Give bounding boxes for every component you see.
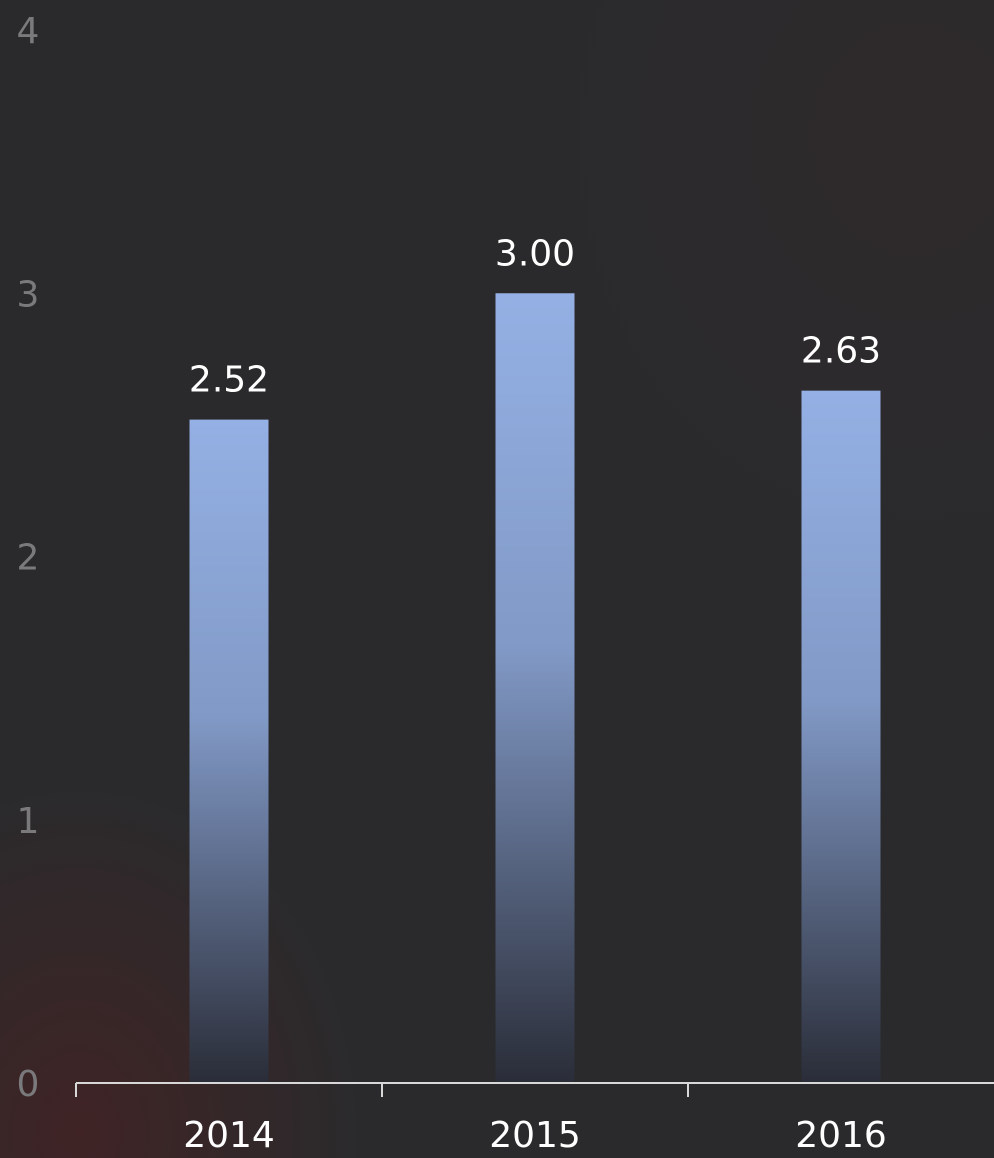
data-label-2014: 2.52	[189, 360, 269, 401]
bar-2016	[801, 390, 881, 1084]
data-labels-group: 2.52 3.00 2.63	[189, 233, 881, 400]
y-tick-label-3: 3	[17, 274, 40, 315]
y-tick-label-2: 2	[17, 538, 40, 579]
bar-2014	[189, 419, 269, 1083]
x-axis: 2014 2015 2016	[75, 1082, 994, 1156]
y-tick-label-0: 0	[17, 1064, 40, 1105]
y-tick-label-1: 1	[17, 801, 40, 842]
x-tick-label-2014: 2014	[183, 1115, 275, 1156]
data-label-2016: 2.63	[801, 331, 881, 372]
data-label-2015: 3.00	[495, 233, 575, 274]
x-tick-label-2016: 2016	[795, 1115, 887, 1156]
bar-2015	[495, 293, 575, 1083]
x-tick-label-2015: 2015	[489, 1115, 581, 1156]
y-tick-label-4: 4	[17, 11, 40, 52]
y-axis: 0 1 2 3 4	[17, 11, 40, 1105]
bars-group	[189, 293, 881, 1084]
